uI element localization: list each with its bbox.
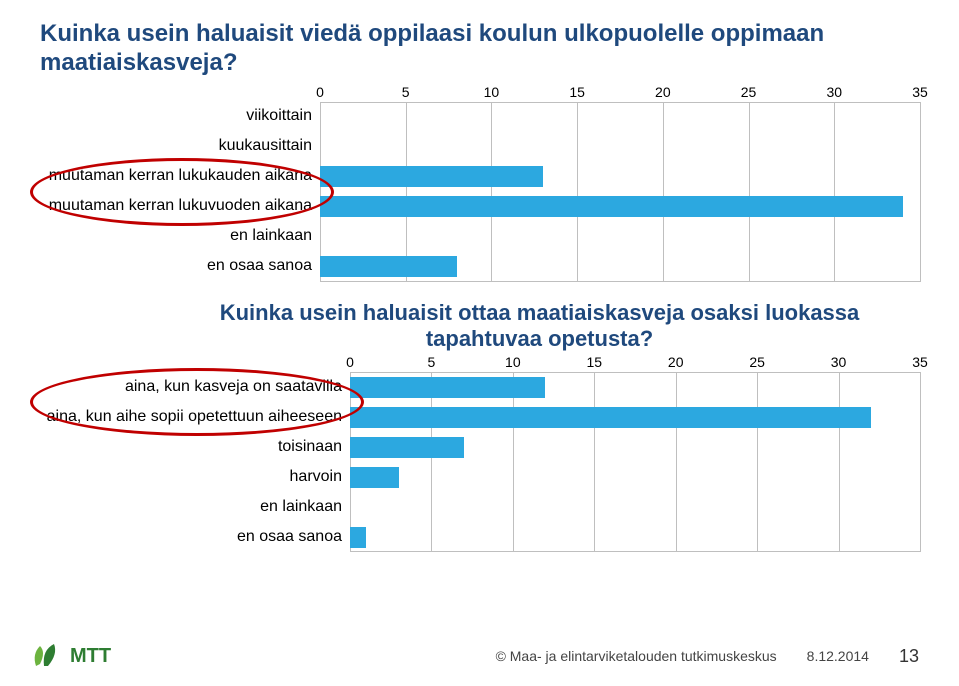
bar-row (350, 522, 920, 552)
bar-row (320, 222, 920, 252)
category-label: en osaa sanoa (40, 252, 320, 282)
category-label: toisinaan (40, 432, 350, 462)
category-labels-col: viikoittainkuukausittainmuutaman kerran … (40, 102, 320, 282)
axis-tick-label: 25 (749, 354, 765, 370)
bar-row (320, 192, 920, 222)
axis-tick-label: 0 (316, 84, 324, 100)
axis-tick-label: 35 (912, 354, 928, 370)
category-label: kuukausittain (40, 132, 320, 162)
category-label: harvoin (40, 462, 350, 492)
category-labels-col: aina, kun kasveja on saatavillaaina, kun… (40, 372, 350, 552)
bottom-chart-ticks: 05101520253035 (350, 354, 920, 372)
category-label: aina, kun kasveja on saatavilla (40, 372, 350, 402)
bar-row (320, 102, 920, 132)
axis-tick-label: 35 (912, 84, 928, 100)
category-label: aina, kun aihe sopii opetettuun aiheesee… (40, 402, 350, 432)
category-label: viikoittain (40, 102, 320, 132)
category-label: muutaman kerran lukukauden aikana (40, 162, 320, 192)
axis-tick-label: 25 (741, 84, 757, 100)
logo-text: MTT (70, 645, 111, 668)
axis-tick-label: 10 (505, 354, 521, 370)
axis-tick-label: 5 (428, 354, 436, 370)
axis-tick-label: 10 (484, 84, 500, 100)
axis-tick-label: 0 (346, 354, 354, 370)
bottom-chart: Kuinka usein haluaisit ottaa maatiaiskas… (40, 300, 919, 553)
plot-area (350, 372, 920, 552)
bar (350, 527, 366, 548)
bar-row (350, 402, 920, 432)
axis-tick-label: 15 (586, 354, 602, 370)
category-label: en lainkaan (40, 492, 350, 522)
bar (320, 256, 457, 277)
bar (350, 467, 399, 488)
axis-tick-label: 30 (831, 354, 847, 370)
bottom-chart-axis-top: 05101520253035 (40, 354, 919, 372)
axis-tick-label: 15 (569, 84, 585, 100)
plot-area (320, 102, 920, 282)
logo: MTT (30, 642, 111, 670)
copyright-text: © Maa- ja elintarviketalouden tutkimuske… (496, 648, 777, 664)
bar-row (350, 462, 920, 492)
bar-row (350, 372, 920, 402)
bar-row (350, 492, 920, 522)
category-label: en osaa sanoa (40, 522, 350, 552)
leaf-icon (30, 642, 64, 670)
gridline (920, 102, 921, 282)
category-label: muutaman kerran lukuvuoden aikana (40, 192, 320, 222)
gridline (920, 372, 921, 552)
bar (320, 196, 903, 217)
bar (320, 166, 543, 187)
bar-row (320, 252, 920, 282)
bar (350, 377, 545, 398)
bar (350, 437, 464, 458)
top-chart: Kuinka usein haluaisit viedä oppilaasi k… (40, 20, 919, 282)
page-number: 13 (899, 646, 919, 667)
footer: MTT © Maa- ja elintarviketalouden tutkim… (0, 636, 959, 676)
bottom-chart-area: aina, kun kasveja on saatavillaaina, kun… (40, 372, 919, 552)
footer-right: © Maa- ja elintarviketalouden tutkimuske… (496, 646, 919, 667)
bar-row (320, 132, 920, 162)
top-chart-axis-top: 05101520253035 (40, 84, 919, 102)
category-label: en lainkaan (40, 222, 320, 252)
axis-tick-label: 20 (668, 354, 684, 370)
bar-row (320, 162, 920, 192)
bar-row (350, 432, 920, 462)
slide: Kuinka usein haluaisit viedä oppilaasi k… (0, 0, 959, 686)
top-chart-area: viikoittainkuukausittainmuutaman kerran … (40, 102, 919, 282)
footer-date: 8.12.2014 (807, 648, 869, 664)
axis-tick-label: 5 (402, 84, 410, 100)
bar (350, 407, 871, 428)
axis-tick-label: 30 (826, 84, 842, 100)
bottom-chart-title: Kuinka usein haluaisit ottaa maatiaiskas… (180, 300, 899, 353)
top-chart-ticks: 05101520253035 (320, 84, 920, 102)
top-chart-title: Kuinka usein haluaisit viedä oppilaasi k… (40, 20, 919, 78)
axis-tick-label: 20 (655, 84, 671, 100)
